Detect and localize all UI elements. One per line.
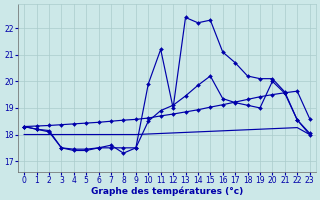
X-axis label: Graphe des températures (°c): Graphe des températures (°c) <box>91 186 243 196</box>
